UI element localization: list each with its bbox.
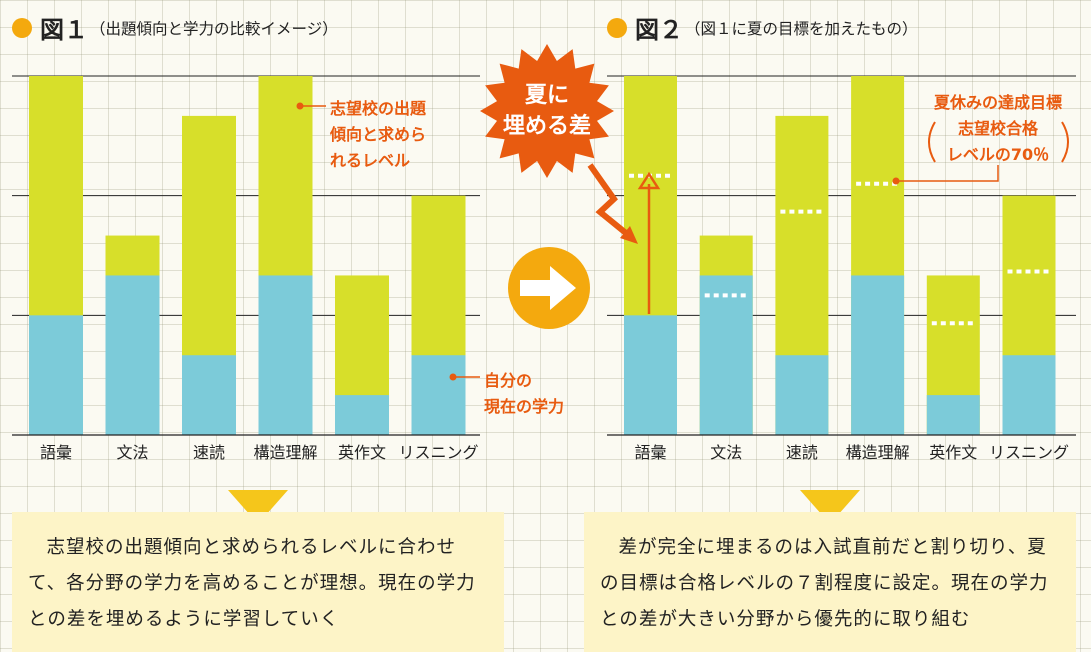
figure2-title: 図２ （図１に夏の目標を加えたもの） (607, 10, 918, 45)
x-tick-label: 語彙 (40, 443, 72, 462)
figure1-title: 図１ （出題傾向と学力の比較イメージ） (12, 10, 338, 45)
current-bar (775, 355, 829, 435)
note-line: 志望校合格 (957, 119, 1038, 138)
note-line: レベルの70％ (946, 145, 1050, 164)
x-tick-label: 構造理解 (846, 443, 910, 462)
burst-line: 夏に (524, 83, 569, 108)
bullet-icon (12, 17, 32, 38)
current-bar (258, 275, 313, 435)
current-bar (851, 275, 905, 435)
summer-gap-burst: 夏に 埋める差 (492, 80, 602, 142)
x-tick-label: 文法 (710, 443, 742, 462)
figure1-number: 図１ (40, 16, 88, 44)
starburst-shape (480, 44, 614, 178)
note-line: 傾向と求めら (330, 125, 427, 144)
bracket-right (1061, 121, 1069, 163)
current-bar (182, 355, 236, 435)
x-tick-label: 英作文 (929, 443, 977, 462)
next-arrow-icon (508, 247, 590, 329)
figure1-summary: 志望校の出題傾向と求められるレベルに合わせて、各分野の学力を高めることが理想。現… (12, 512, 504, 652)
figure2-subtitle: （図１に夏の目標を加えたもの） (685, 19, 918, 38)
current-bar (624, 315, 677, 435)
current-level-note: 自分の 現在の学力 (484, 368, 564, 420)
figure2-summary: 差が完全に埋まるのは入試直前だと割り切り、夏の目標は合格レベルの７割程度に設定。… (584, 512, 1076, 652)
current-bar (105, 275, 160, 435)
current-bar (29, 315, 83, 435)
leader-line (896, 165, 999, 182)
zigzag-arrow (587, 163, 634, 241)
x-tick-label: 速読 (786, 443, 818, 462)
figure1-subtitle: （出題傾向と学力の比較イメージ） (90, 19, 338, 38)
note-line: れるレベル (330, 151, 411, 170)
x-tick-label: 英作文 (338, 443, 386, 462)
x-tick-label: 速読 (193, 443, 225, 462)
bracket-left (928, 121, 936, 163)
summer-goal-note: 夏休みの達成目標 志望校合格 レベルの70％ (923, 90, 1073, 168)
bullet-icon (607, 17, 627, 38)
x-tick-label: 語彙 (634, 443, 666, 462)
x-tick-label: 文法 (116, 443, 148, 462)
burst-line: 埋める差 (502, 114, 591, 139)
current-bar (699, 275, 753, 435)
zigzag-arrowhead-icon (620, 226, 638, 244)
figure2-number: 図２ (635, 16, 683, 44)
current-bar (335, 395, 389, 435)
note-line: 志望校の出題 (330, 99, 427, 118)
x-tick-label: リスニング (398, 443, 478, 462)
current-bar (411, 355, 466, 435)
x-tick-label: リスニング (989, 443, 1069, 462)
up-arrowhead-icon (637, 171, 661, 190)
x-tick-label: 構造理解 (253, 443, 317, 462)
target-level-note: 志望校の出題 傾向と求めら れるレベル (330, 96, 426, 174)
note-line: 自分の (484, 371, 533, 390)
note-line: 現在の学力 (484, 397, 565, 416)
current-bar (926, 395, 980, 435)
note-line: 夏休みの達成目標 (933, 93, 1062, 112)
current-bar (1002, 355, 1056, 435)
